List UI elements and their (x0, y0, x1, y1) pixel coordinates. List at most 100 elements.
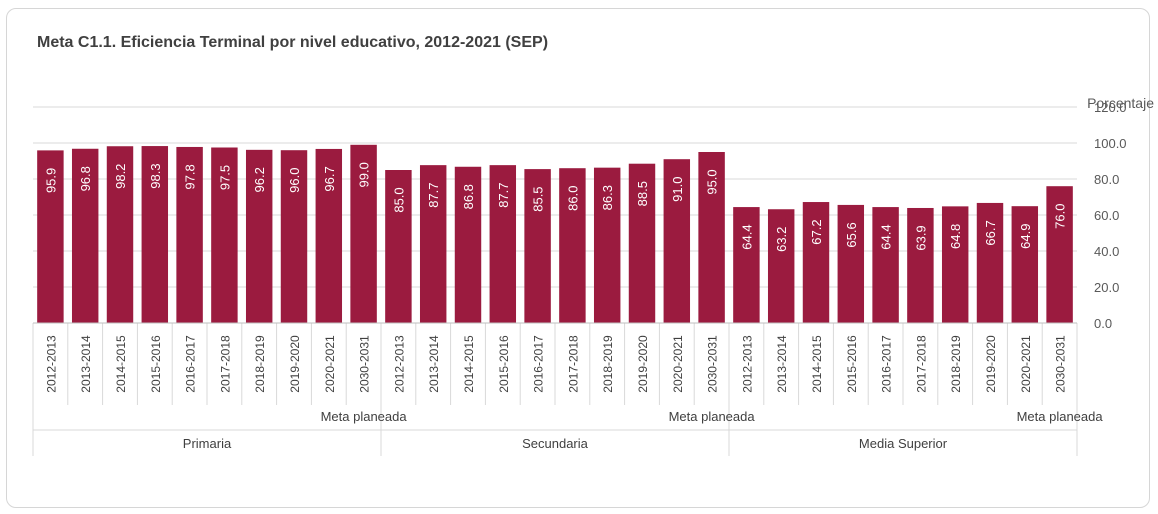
bar-value-label: 85.5 (531, 186, 546, 211)
bar (907, 207, 934, 323)
group-label: Primaria (183, 436, 232, 451)
bar (489, 165, 517, 323)
bar-value-label: 63.2 (774, 227, 789, 252)
bar-value-label: 64.9 (1018, 224, 1033, 249)
x-tick-label: 2012-2013 (392, 335, 406, 393)
chart-title: Meta C1.1. Eficiencia Terminal por nivel… (37, 34, 549, 51)
x-tick-label: 2013-2014 (79, 335, 93, 393)
bar (315, 148, 343, 323)
bar-value-label: 63.9 (913, 225, 928, 250)
sublabel-meta-planeada: Meta planeada (1017, 409, 1104, 424)
bar (767, 209, 795, 323)
bar (106, 146, 134, 323)
x-tick-label: 2017-2018 (566, 335, 580, 393)
x-tick-label: 2030-2031 (706, 335, 720, 393)
x-tick-label: 2020-2021 (1019, 335, 1033, 393)
bar (663, 159, 691, 323)
x-tick-label: 2019-2020 (636, 335, 650, 393)
x-tick-label: 2015-2016 (497, 335, 511, 393)
bar (350, 144, 377, 323)
bar (941, 206, 969, 323)
bar (385, 170, 412, 323)
bar-value-label: 65.6 (844, 222, 859, 247)
x-tick-label: 2020-2021 (671, 335, 685, 393)
bar (628, 163, 656, 323)
x-tick-label: 2014-2015 (810, 335, 824, 393)
bar (802, 202, 830, 323)
bar-value-label: 95.9 (43, 168, 58, 193)
bar (211, 147, 238, 323)
x-tick-label: 2018-2019 (949, 335, 963, 393)
bar (593, 167, 621, 323)
x-tick-label: 2015-2016 (845, 335, 859, 393)
bar-value-label: 88.5 (635, 181, 650, 206)
bar (837, 204, 865, 323)
bar-value-label: 86.3 (600, 185, 615, 210)
x-tick-label: 2019-2020 (288, 335, 302, 393)
bar-value-label: 96.7 (322, 166, 337, 191)
bar-value-label: 86.8 (461, 184, 476, 209)
bar-value-label: 85.0 (391, 187, 406, 212)
bar-value-label: 76.0 (1053, 204, 1068, 229)
bar (245, 149, 273, 323)
x-tick-label: 2016-2017 (532, 335, 546, 393)
bar (419, 165, 447, 323)
y-tick-label: 40.0 (1094, 244, 1119, 259)
y-axis-label: Porcentaje (1087, 95, 1154, 111)
x-tick-label: 2013-2014 (775, 335, 789, 393)
y-tick-label: 0.0 (1094, 316, 1112, 331)
bar-value-label: 67.2 (809, 219, 824, 244)
bar (1011, 206, 1039, 323)
bar-value-label: 64.8 (948, 224, 963, 249)
bar (524, 169, 551, 323)
x-tick-label: 2030-2031 (358, 335, 372, 393)
x-tick-label: 2012-2013 (44, 335, 58, 393)
group-label: Media Superior (859, 436, 948, 451)
bar (141, 146, 169, 323)
bar-value-label: 87.7 (496, 182, 511, 207)
bar-value-label: 66.7 (983, 220, 998, 245)
bar (454, 166, 482, 323)
bar-value-label: 96.8 (78, 166, 93, 191)
group-label: Secundaria (522, 436, 589, 451)
sublabel-meta-planeada: Meta planeada (321, 409, 408, 424)
bar-value-label: 95.0 (705, 169, 720, 194)
bar-value-label: 99.0 (357, 162, 372, 187)
x-tick-label: 2012-2013 (740, 335, 754, 393)
x-tick-label: 2019-2020 (984, 335, 998, 393)
x-tick-label: 2030-2031 (1054, 335, 1068, 393)
x-tick-label: 2018-2019 (601, 335, 615, 393)
bar-value-label: 97.5 (217, 165, 232, 190)
y-tick-label: 100.0 (1094, 136, 1127, 151)
bar-value-label: 96.2 (252, 167, 267, 192)
y-tick-label: 120.0 (1094, 100, 1127, 115)
y-tick-label: 80.0 (1094, 172, 1119, 187)
x-tick-label: 2017-2018 (914, 335, 928, 393)
bar-value-label: 86.0 (565, 186, 580, 211)
bar (280, 150, 308, 323)
x-tick-label: 2014-2015 (114, 335, 128, 393)
bar (559, 168, 586, 323)
bar (1046, 186, 1073, 323)
y-tick-label: 20.0 (1094, 280, 1119, 295)
bar-value-label: 64.4 (739, 224, 754, 249)
bar (733, 207, 760, 323)
bar (698, 152, 725, 323)
bar-value-label: 98.3 (148, 163, 163, 188)
x-tick-label: 2016-2017 (880, 335, 894, 393)
y-tick-label: 60.0 (1094, 208, 1119, 223)
x-tick-label: 2018-2019 (253, 335, 267, 393)
bar-value-label: 97.8 (183, 164, 198, 189)
bar (976, 202, 1004, 323)
bar-value-label: 64.4 (879, 224, 894, 249)
bar (37, 150, 64, 323)
x-tick-label: 2017-2018 (218, 335, 232, 393)
bar (176, 146, 203, 323)
x-tick-label: 2016-2017 (184, 335, 198, 393)
x-tick-label: 2014-2015 (462, 335, 476, 393)
sublabel-meta-planeada: Meta planeada (669, 409, 756, 424)
bar (872, 207, 899, 323)
bar-value-label: 98.2 (113, 164, 128, 189)
bar (71, 148, 99, 323)
